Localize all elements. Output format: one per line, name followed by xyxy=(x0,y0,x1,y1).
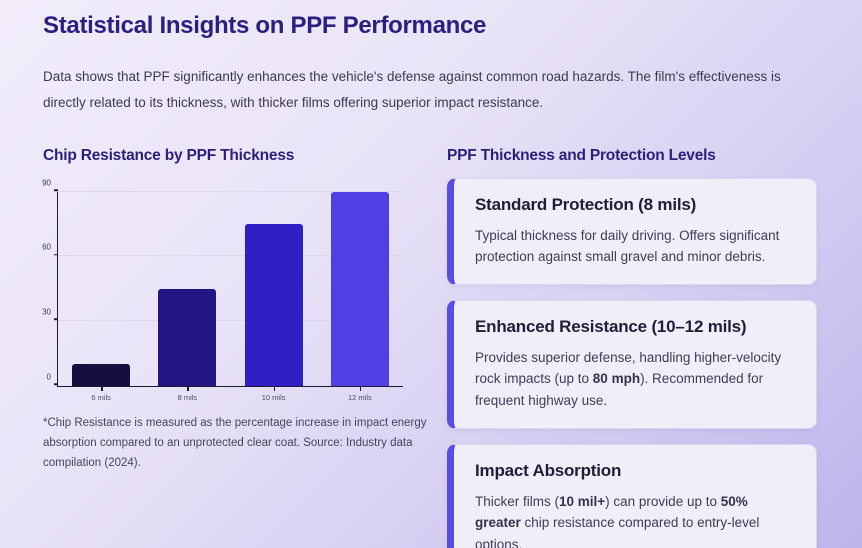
content-columns: Chip Resistance by PPF Thickness 0 30 60 90… xyxy=(42,146,817,548)
y-axis-tick-label: 90 xyxy=(42,178,51,188)
card-title: Enhanced Resistance (10–12 mils) xyxy=(475,316,747,336)
bar-slot: 10 mils xyxy=(231,192,317,402)
bar-10-mils xyxy=(244,223,303,386)
y-axis-tick-mark xyxy=(54,254,58,256)
gridline xyxy=(58,255,403,257)
y-axis-tick-mark xyxy=(54,189,58,191)
card-body-text: Thicker films ( xyxy=(475,493,559,509)
x-axis-tick-mark xyxy=(187,387,189,392)
bar-slot: 6 mils xyxy=(58,192,144,402)
chart-footnote: *Chip Resistance is measured as the perc… xyxy=(43,416,427,469)
x-axis-tick-label: 12 mils xyxy=(347,392,372,402)
card-title: Impact Absorption xyxy=(475,460,622,480)
y-axis-tick-mark xyxy=(54,318,58,321)
bars-container: 6 mils 8 mils 10 mils 12 mils xyxy=(58,191,403,402)
card-body-text: Typical thickness for daily driving. Off… xyxy=(475,227,780,265)
bar-12-mils xyxy=(330,191,389,386)
protection-card: Enhanced Resistance (10–12 mils) Provides… xyxy=(447,299,817,429)
chart-section-heading: Chip Resistance by PPF Thickness xyxy=(43,146,295,164)
x-axis-tick-label: 6 mils xyxy=(91,392,111,402)
gridline xyxy=(58,190,403,192)
card-body-text: ). Recommended for frequent highway use. xyxy=(475,371,764,408)
card-body-text: ) can provide up to xyxy=(605,493,721,509)
bar-6-mils xyxy=(72,364,131,386)
x-axis-tick-mark xyxy=(273,387,276,392)
y-axis-tick-mark xyxy=(54,383,58,385)
card-body-text: chip resistance compared to entry-level … xyxy=(475,515,760,548)
cards-section-heading: PPF Thickness and Protection Levels xyxy=(447,146,716,164)
x-axis-tick-mark xyxy=(101,387,103,392)
y-axis-tick-label: 30 xyxy=(42,307,51,317)
intro-paragraph: Data shows that PPF significantly enhanc… xyxy=(43,69,781,111)
page-title: Statistical Insights on PPF Performance xyxy=(43,12,487,39)
protection-card: Impact Absorption Thicker films (10 mil+)… xyxy=(447,443,817,548)
bar-8-mils xyxy=(158,288,217,386)
x-axis-tick-label: 10 mils xyxy=(261,392,286,402)
card-body: Provides superior defense, handling high… xyxy=(475,347,796,412)
x-axis-tick-mark xyxy=(359,387,362,392)
card-body-text: Provides superior defense, handling high… xyxy=(475,349,782,387)
card-body-bold-text: 10 mil+ xyxy=(559,493,606,509)
y-axis-tick-label: 60 xyxy=(42,242,51,252)
gridline xyxy=(58,319,403,321)
bar-slot: 8 mils xyxy=(144,192,230,402)
bar-slot: 12 mils xyxy=(317,191,403,402)
y-axis-tick-label: 0 xyxy=(46,372,51,382)
protection-cards-list: Standard Protection (8 mils) Typical thic… xyxy=(447,177,817,548)
protection-levels-section: PPF Thickness and Protection Levels Stan… xyxy=(447,147,817,548)
card-title: Standard Protection (8 mils) xyxy=(475,194,697,214)
card-body-bold-text: 80 mph xyxy=(592,371,641,387)
bar-chart: 0 30 60 90 6 mils 8 mils 10 mils 12 mils xyxy=(42,178,447,402)
x-axis-tick-label: 8 mils xyxy=(177,392,198,402)
chart-section: Chip Resistance by PPF Thickness 0 30 60 90… xyxy=(42,146,447,548)
card-body: Thicker films (10 mil+) can provide up t… xyxy=(475,491,796,548)
protection-card: Standard Protection (8 mils) Typical thic… xyxy=(447,177,817,285)
chart-plot-area: 0 30 60 90 6 mils 8 mils 10 mils 12 mils xyxy=(42,178,403,402)
card-body: Typical thickness for daily driving. Off… xyxy=(475,225,796,268)
card-body-bold-text: 50% greater xyxy=(475,493,748,531)
